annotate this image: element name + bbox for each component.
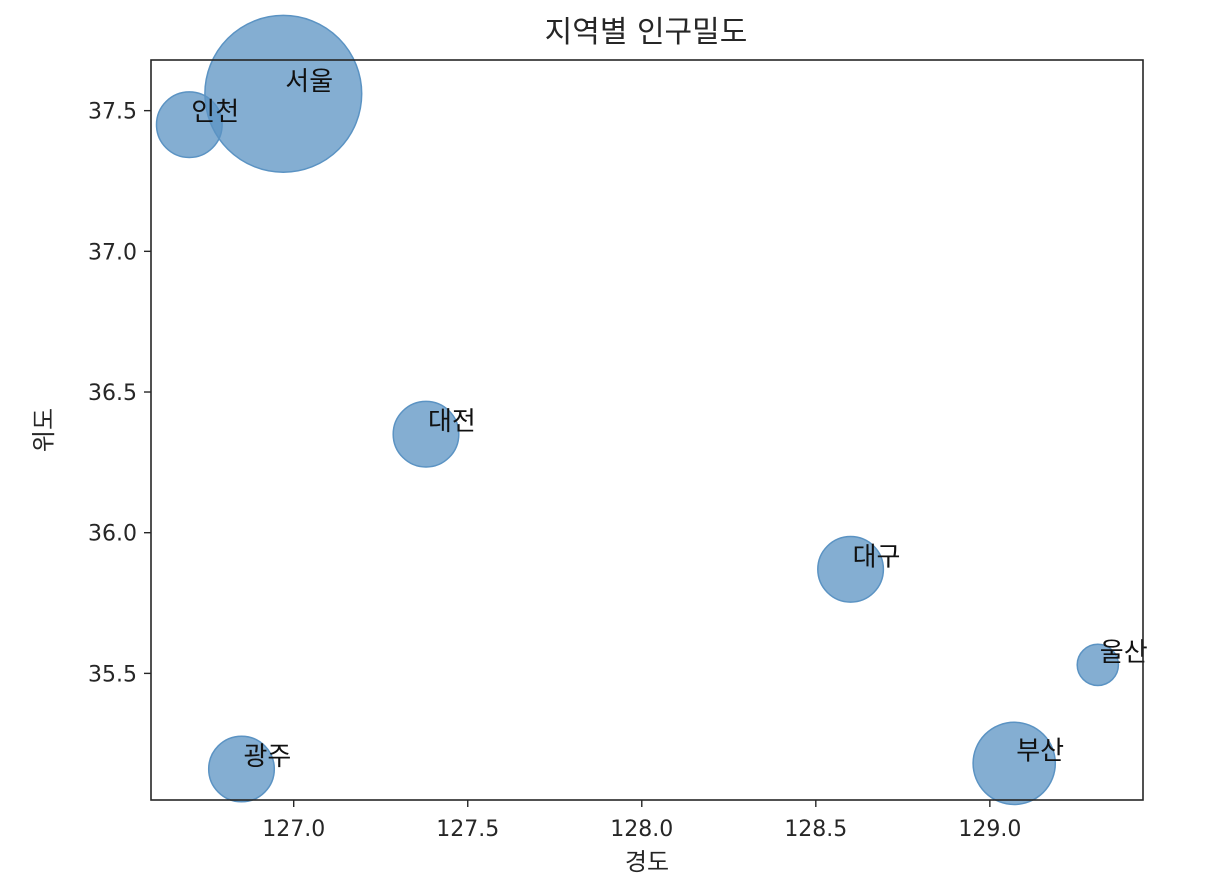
bubble-4 — [1076, 643, 1120, 687]
bubble-label-2: 대전 — [428, 407, 476, 437]
x-tick-label-4: 129.0 — [958, 817, 1021, 842]
x-axis-label: 경도 — [625, 848, 669, 876]
bubble-0 — [204, 14, 363, 173]
bubble-label-0: 서울 — [285, 67, 333, 97]
bubble-label-4: 울산 — [1100, 638, 1148, 668]
x-tick-label-1: 127.5 — [436, 817, 499, 842]
bubble-2 — [392, 400, 460, 468]
bubble-label-1: 인천 — [191, 98, 239, 128]
bubble-6 — [972, 721, 1057, 806]
y-tick-label-2: 36.5 — [88, 381, 137, 406]
bubble-1 — [155, 91, 223, 159]
x-tick-label-3: 128.5 — [784, 817, 847, 842]
bubble-label-5: 광주 — [244, 742, 292, 772]
bubble-5 — [207, 735, 276, 803]
x-tick-label-2: 128.0 — [610, 817, 673, 842]
y-tick-label-0: 35.5 — [88, 662, 137, 687]
y-tick-label-1: 36.0 — [88, 522, 137, 547]
bubble-3 — [817, 535, 885, 603]
y-tick-label-4: 37.5 — [88, 100, 137, 125]
bubble-label-6: 부산 — [1016, 736, 1064, 766]
plot-frame — [150, 59, 1144, 801]
y-axis-label: 위도 — [30, 408, 58, 452]
chart-title: 지역별 인구밀도 — [545, 15, 748, 50]
y-tick-label-3: 37.0 — [88, 240, 137, 265]
bubble-label-3: 대구 — [853, 542, 901, 572]
x-tick-label-0: 127.0 — [262, 817, 325, 842]
axis-ticks: 127.0 127.5 128.0 128.5 129.0 35.5 36.0 36.5 37.… — [88, 100, 1021, 842]
